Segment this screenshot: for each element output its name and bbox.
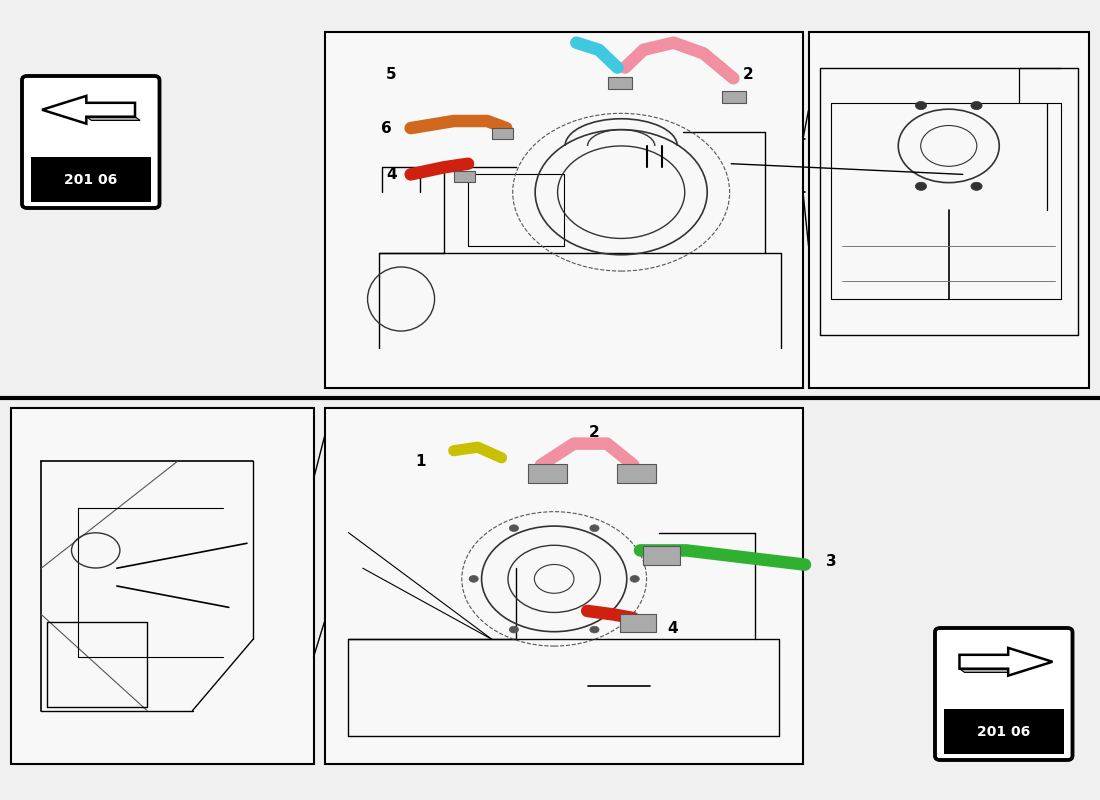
- Bar: [31, 157, 151, 202]
- Bar: [324, 32, 803, 388]
- Text: 201 06: 201 06: [977, 726, 1031, 739]
- Bar: [644, 546, 680, 565]
- Polygon shape: [86, 117, 140, 121]
- Bar: [617, 463, 657, 482]
- Bar: [722, 91, 746, 103]
- Text: 6: 6: [382, 121, 392, 136]
- Bar: [453, 170, 474, 182]
- Circle shape: [915, 102, 926, 110]
- Circle shape: [509, 525, 518, 531]
- Text: 2: 2: [588, 426, 600, 441]
- Circle shape: [971, 102, 982, 110]
- Circle shape: [630, 575, 639, 582]
- Text: 201 06: 201 06: [64, 174, 118, 187]
- Bar: [944, 709, 1064, 754]
- Polygon shape: [959, 669, 1013, 673]
- Circle shape: [590, 525, 600, 531]
- Polygon shape: [42, 96, 135, 124]
- Text: a Parts-Catalogue.com: a Parts-Catalogue.com: [454, 506, 690, 646]
- Circle shape: [971, 182, 982, 190]
- Bar: [11, 408, 313, 764]
- Bar: [808, 32, 1089, 388]
- Text: 5: 5: [386, 67, 397, 82]
- Circle shape: [915, 182, 926, 190]
- Text: 4: 4: [386, 167, 397, 182]
- Bar: [324, 408, 803, 764]
- Bar: [620, 614, 657, 632]
- Bar: [528, 463, 568, 482]
- FancyBboxPatch shape: [22, 76, 159, 208]
- Circle shape: [469, 575, 478, 582]
- Text: 2: 2: [742, 67, 754, 82]
- Bar: [607, 77, 631, 89]
- Circle shape: [509, 626, 518, 633]
- Text: 4: 4: [668, 622, 679, 636]
- FancyBboxPatch shape: [935, 628, 1072, 760]
- Circle shape: [590, 626, 600, 633]
- Text: 3: 3: [826, 554, 837, 569]
- Text: 1: 1: [415, 454, 426, 469]
- Text: a Parts-Catalogue.com: a Parts-Catalogue.com: [454, 146, 690, 286]
- Bar: [492, 128, 513, 138]
- Polygon shape: [959, 648, 1053, 676]
